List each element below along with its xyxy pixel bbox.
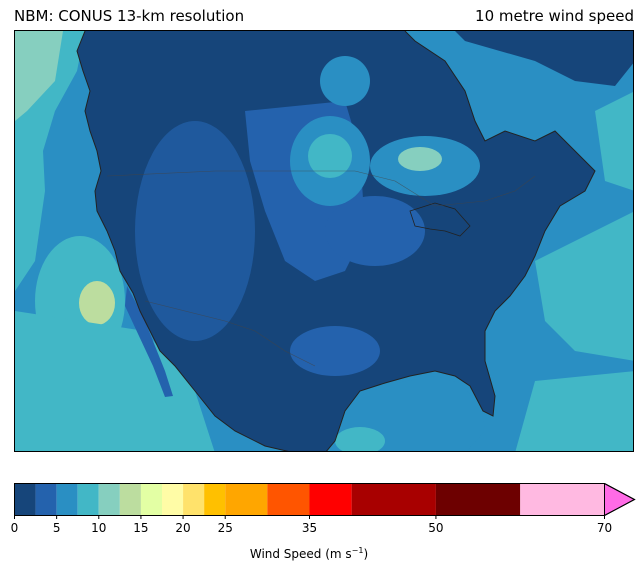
colorbar-segment: [56, 483, 78, 516]
ocean-wind-zone-baja-core: [79, 281, 115, 325]
baja-peninsula: [125, 286, 173, 397]
ocean-wind-zone-pacific-north: [15, 31, 63, 121]
wind-speed-map: [14, 30, 634, 452]
ocean-wind-zone-atlantic: [535, 212, 633, 361]
colorbar-segment: [267, 483, 310, 516]
colorbar-segment: [204, 483, 226, 516]
colorbar-tick-label: 15: [133, 521, 149, 535]
arctic-land: [455, 31, 633, 86]
colorbar-extend-arrow: [604, 483, 636, 517]
map-title: NBM: CONUS 13-km resolution: [14, 7, 245, 25]
variable-title: 10 metre wind speed: [475, 7, 634, 25]
land-wind-zone-northern-plains-core: [308, 134, 352, 178]
colorbar-segment: [14, 483, 36, 516]
colorbar-segment: [309, 483, 352, 516]
mexico-border: [144, 300, 316, 367]
colorbar-segment: [351, 483, 436, 516]
colorbar-tick-label: 5: [52, 521, 61, 535]
great-lakes: [409, 202, 471, 237]
colorbar-segment: [162, 483, 184, 516]
colorbar-segment: [77, 483, 99, 516]
colorbar-tick-label: 25: [217, 521, 233, 535]
colorbar-tick-label: 35: [301, 521, 318, 535]
ocean-wind-zone-arctic: [595, 92, 633, 191]
colorbar-label: Wind Speed (m s−1): [249, 546, 369, 561]
colorbar-segment: [225, 483, 268, 516]
colorbar-segment: [520, 483, 605, 516]
colorbar-segment: [119, 483, 141, 516]
colorbar-tick-label: 0: [10, 521, 19, 535]
colorbar-segment: [435, 483, 521, 516]
coastline: [76, 31, 596, 451]
ocean-wind-zone-atlantic-south: [515, 371, 633, 451]
colorbar-segment: [98, 483, 120, 516]
land-wind-zone-texas: [290, 326, 380, 376]
land-wind-zone-upper-midwest: [325, 196, 425, 266]
land-wind-zone-great-lakes-core: [398, 147, 442, 171]
gulf-wind-zone: [335, 427, 385, 451]
international-border: [106, 170, 536, 207]
colorbar-tick-label: 10: [91, 521, 107, 535]
colorbar-tick-label: 50: [428, 521, 444, 535]
colorbar-segment: [35, 483, 57, 516]
colorbar-tick-label: 70: [596, 521, 613, 535]
wind-speed-colorbar: [14, 483, 636, 519]
land-wind-zone-hudson: [320, 56, 370, 106]
land-wind-zone-mountains: [135, 121, 255, 341]
colorbar-segment: [140, 483, 162, 516]
colorbar-segment: [183, 483, 205, 516]
colorbar-tick-label: 20: [175, 521, 191, 535]
ocean-wind-zone-pacific-south: [15, 311, 215, 451]
